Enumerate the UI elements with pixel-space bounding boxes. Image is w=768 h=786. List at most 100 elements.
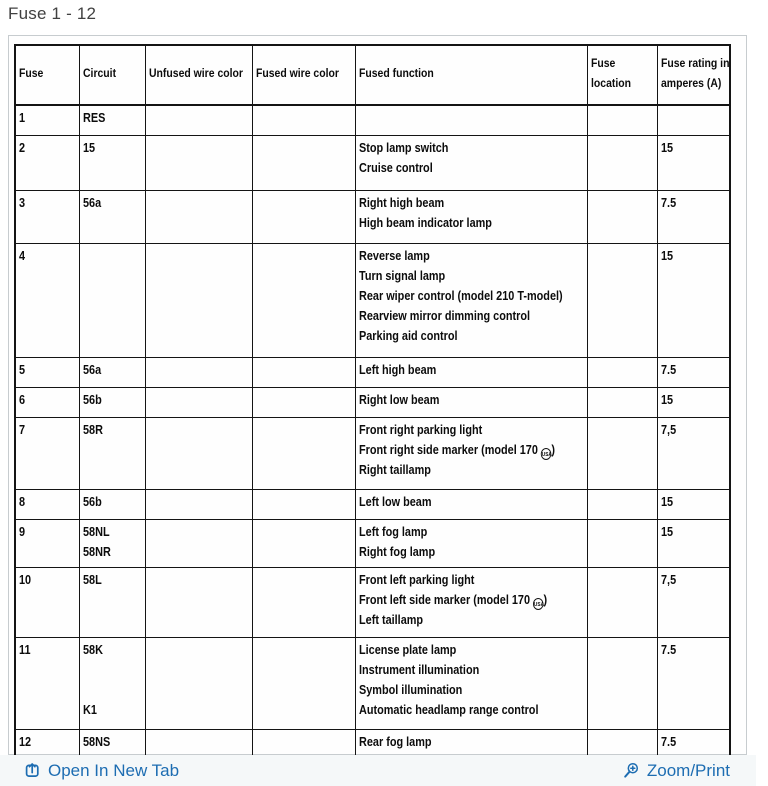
table-row: 1 RES — [14, 104, 731, 136]
circuit-cell: 58R — [78, 416, 146, 490]
table-header-row: Fuse Circuit Unfused wire color Fused wire … — [14, 44, 731, 106]
usa-badge: USA — [540, 447, 551, 460]
column-header: Fused function — [354, 44, 588, 106]
table-row: 3 56a Right high beam High beam indicator l… — [14, 189, 731, 244]
fused-wire-color-cell — [251, 416, 356, 490]
fuse-location-cell — [586, 356, 658, 388]
magnifier-plus-icon — [622, 762, 640, 780]
circuit-cell: 58L — [78, 566, 146, 638]
fuse-cell: 2 — [14, 134, 80, 191]
fused-wire-color-cell — [251, 386, 356, 418]
fuse-cell: 6 — [14, 386, 80, 418]
fused-wire-color-cell — [251, 636, 356, 730]
fuse-cell: 7 — [14, 416, 80, 490]
unfused-wire-color-cell — [144, 356, 253, 388]
fuse-rating-cell: 15 — [656, 488, 731, 520]
fused-wire-color-cell — [251, 242, 356, 358]
column-header: Circuit — [78, 44, 146, 106]
open-in-new-tab-link[interactable]: Open In New Tab — [24, 761, 179, 781]
fused-wire-color-cell — [251, 728, 356, 758]
unfused-wire-color-cell — [144, 636, 253, 730]
circuit-cell: 58K K1 — [78, 636, 146, 730]
unfused-wire-color-cell — [144, 416, 253, 490]
fuse-diagram-panel: Fuse Circuit Unfused wire color Fused wire … — [8, 35, 747, 758]
page-title: Fuse 1 - 12 — [8, 4, 97, 23]
circuit-cell: 56b — [78, 386, 146, 418]
column-header: Fuse location — [586, 44, 658, 106]
table-row: 6 56b Right low beam 15 — [14, 386, 731, 418]
fused-function-cell: Right low beam — [354, 386, 588, 418]
circuit-cell: 58NS — [78, 728, 146, 758]
fused-function-cell: Left high beam — [354, 356, 588, 388]
unfused-wire-color-cell — [144, 104, 253, 136]
fuse-location-cell — [586, 189, 658, 244]
unfused-wire-color-cell — [144, 134, 253, 191]
fuse-location-cell — [586, 242, 658, 358]
fuse-rating-cell: 7.5 — [656, 189, 731, 244]
table-row: 8 56b Left low beam 15 — [14, 488, 731, 520]
fuse-rating-cell: 15 — [656, 134, 731, 191]
table-row: 5 56a Left high beam 7.5 — [14, 356, 731, 388]
fused-wire-color-cell — [251, 356, 356, 388]
fuse-location-cell — [586, 566, 658, 638]
circuit-cell — [78, 242, 146, 358]
table-row: 2 15 Stop lamp switch Cruise control 15 — [14, 134, 731, 191]
fuse-location-cell — [586, 104, 658, 136]
fuse-rating-cell: 15 — [656, 242, 731, 358]
circuit-cell: 56a — [78, 189, 146, 244]
unfused-wire-color-cell — [144, 189, 253, 244]
fuse-cell: 12 — [14, 728, 80, 758]
unfused-wire-color-cell — [144, 728, 253, 758]
fused-function-cell: Left low beam — [354, 488, 588, 520]
fuse-rating-cell: 7.5 — [656, 728, 731, 758]
fuse-rating-cell: 7,5 — [656, 416, 731, 490]
fuse-rating-cell: 15 — [656, 518, 731, 568]
fuse-rating-cell: 15 — [656, 386, 731, 418]
fused-wire-color-cell — [251, 518, 356, 568]
fuse-cell: 10 — [14, 566, 80, 638]
zoom-print-label: Zoom/Print — [646, 760, 730, 780]
fuse-location-cell — [586, 488, 658, 520]
fuse-rating-cell: 7.5 — [656, 636, 731, 730]
fuse-cell: 5 — [14, 356, 80, 388]
table-row: 10 58L Front left parking light Front left … — [14, 566, 731, 638]
unfused-wire-color-cell — [144, 386, 253, 418]
circuit-cell: 58NL 58NR — [78, 518, 146, 568]
circuit-cell: 56a — [78, 356, 146, 388]
fused-function-cell: Right high beam High beam indicator lamp — [354, 189, 588, 244]
fused-function-cell: License plate lamp Instrument illuminatio… — [354, 636, 588, 730]
table-row: 11 58K K1 License plate lamp Instrument illu… — [14, 636, 731, 730]
fuse-rating-cell: 7.5 — [656, 356, 731, 388]
usa-badge: USA — [532, 597, 544, 610]
open-in-new-tab-label: Open In New Tab — [48, 760, 180, 780]
fuse-rating-cell — [656, 104, 731, 136]
fuse-cell: 1 — [14, 104, 80, 136]
fused-function-cell — [354, 104, 588, 136]
fuse-cell: 8 — [14, 488, 80, 520]
fused-function-cell: Front right parking light Front right sid… — [354, 416, 588, 490]
fuse-rating-cell: 7,5 — [656, 566, 731, 638]
fused-wire-color-cell — [251, 566, 356, 638]
unfused-wire-color-cell — [144, 488, 253, 520]
fused-function-cell: Stop lamp switch Cruise control — [354, 134, 588, 191]
unfused-wire-color-cell — [144, 242, 253, 358]
zoom-print-link[interactable]: Zoom/Print — [622, 761, 730, 781]
fused-wire-color-cell — [251, 134, 356, 191]
circuit-cell: RES — [78, 104, 146, 136]
column-header: Fuse — [14, 44, 80, 106]
fused-function-cell: Front left parking light Front left side … — [354, 566, 588, 638]
footer-bar: Open In New Tab Zoom/Print — [0, 755, 756, 786]
fuse-cell: 11 — [14, 636, 80, 730]
table-row: 9 58NL 58NR Left fog lamp Right fog lamp 15 — [14, 518, 731, 568]
fused-wire-color-cell — [251, 189, 356, 244]
unfused-wire-color-cell — [144, 566, 253, 638]
fused-wire-color-cell — [251, 104, 356, 136]
circuit-cell: 56b — [78, 488, 146, 520]
table-row: 7 58R Front right parking light Front right… — [14, 416, 731, 490]
fused-function-cell: Rear fog lamp — [354, 728, 588, 758]
fuse-location-cell — [586, 416, 658, 490]
column-header: Fuse rating in amperes (A) — [656, 44, 731, 106]
fuse-table: Fuse Circuit Unfused wire color Fused wire … — [14, 44, 731, 758]
circuit-cell: 15 — [78, 134, 146, 191]
fuse-location-cell — [586, 728, 658, 758]
